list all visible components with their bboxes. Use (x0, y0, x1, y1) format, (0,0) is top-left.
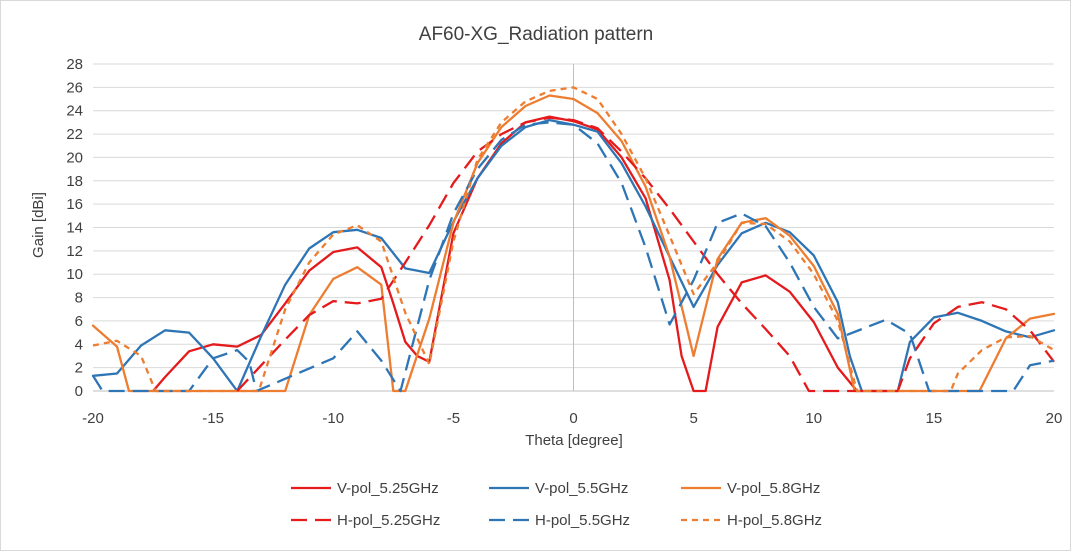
x-axis-title: Theta [degree] (525, 432, 623, 449)
x-tick-label: -10 (322, 410, 344, 427)
series-line-v-pol-5-8ghz (91, 94, 1056, 393)
y-tick-label: 16 (66, 196, 83, 213)
x-tick-label: 15 (926, 410, 943, 427)
y-tick-label: 8 (75, 290, 83, 307)
x-tick-label: -20 (82, 410, 104, 427)
legend-label: V-pol_5.8GHz (727, 480, 820, 497)
legend-label: H-pol_5.25GHz (337, 512, 440, 529)
x-tick-label: -15 (202, 410, 224, 427)
x-tick-label: 10 (805, 410, 822, 427)
y-tick-label: 28 (66, 56, 83, 73)
plot-area (91, 86, 1056, 393)
y-tick-label: 14 (66, 220, 83, 237)
y-axis-title: Gain [dBi] (30, 192, 47, 258)
y-tick-label: 0 (75, 383, 83, 400)
y-tick-label: 6 (75, 313, 83, 330)
y-tick-label: 18 (66, 173, 83, 190)
series-line-h-pol-5-8ghz (92, 86, 1055, 393)
y-tick-label: 10 (66, 266, 83, 283)
x-tick-label: 20 (1046, 410, 1063, 427)
y-tick-label: 26 (66, 79, 83, 96)
legend-label: V-pol_5.25GHz (337, 480, 439, 497)
series-line-h-pol-5-5ghz (92, 121, 1055, 393)
y-tick-label: 20 (66, 149, 83, 166)
legend: V-pol_5.25GHz V-pol_5.5GHz V-pol_5.8GHz H-p… (291, 480, 822, 529)
series-line-v-pol-5-25ghz (151, 115, 859, 393)
x-tick-label: 5 (689, 410, 697, 427)
x-tick-label: 0 (569, 410, 577, 427)
y-tick-label: 24 (66, 103, 83, 120)
series-line-h-pol-5-25ghz (236, 116, 1055, 393)
y-tick-label: 12 (66, 243, 83, 260)
legend-label: V-pol_5.5GHz (535, 480, 628, 497)
x-tick-label: -5 (447, 410, 460, 427)
chart-title: AF60-XG_Radiation pattern (419, 24, 653, 45)
y-tick-label: 2 (75, 360, 83, 377)
legend-label: H-pol_5.8GHz (727, 512, 822, 529)
y-tick-label: 22 (66, 126, 83, 143)
legend-label: H-pol_5.5GHz (535, 512, 630, 529)
y-tick-label: 4 (75, 336, 83, 353)
